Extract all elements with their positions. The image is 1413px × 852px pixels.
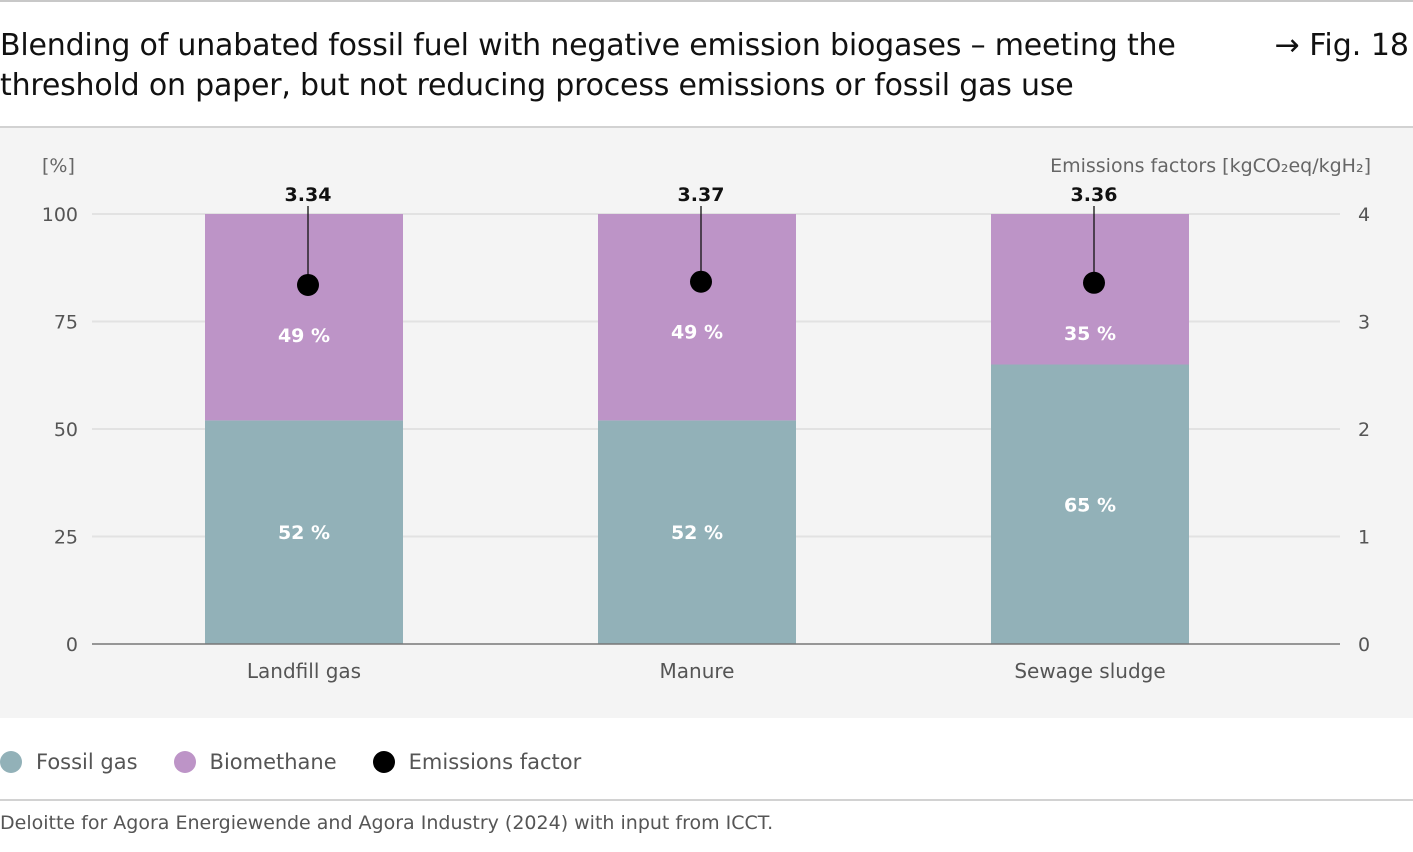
data-label-biomethane: 49 % (671, 322, 723, 344)
emission-factor-point (690, 270, 712, 293)
top-rule (0, 0, 1413, 2)
legend-item-biomethane: Biomethane (173, 750, 337, 774)
y2-tick-label: 3 (1358, 312, 1370, 334)
emission-factor-point (1083, 271, 1105, 294)
y2-tick-label: 4 (1358, 204, 1370, 226)
footer-rule (0, 799, 1413, 801)
title-rule (0, 126, 1413, 128)
stacked-bar-chart: 0 25 50 75 100 0 1 2 3 4 [%] Emissions factors [kgC… (42, 155, 1371, 683)
bar-biomethane (205, 214, 403, 421)
x-tick-label: Manure (660, 659, 735, 683)
legend-item-emissions-factor: Emissions factor (372, 750, 582, 774)
y2-tick-label: 0 (1358, 634, 1370, 656)
data-label-fossil-gas: 52 % (278, 522, 330, 544)
y2-tick-label: 1 (1358, 527, 1370, 549)
data-label-biomethane: 49 % (278, 325, 330, 347)
legend-label-emissions-factor: Emissions factor (408, 750, 582, 774)
x-tick-label: Landfill gas (247, 659, 361, 683)
data-label-biomethane: 35 % (1064, 323, 1116, 345)
y2-axis-label: Emissions factors [kgCO₂eq/kgH₂] (1050, 155, 1371, 177)
legend-swatch-biomethane (173, 751, 196, 773)
y-tick-label: 25 (54, 527, 78, 549)
legend-swatch-emissions-factor (372, 751, 395, 773)
y-tick-label: 0 (66, 634, 78, 656)
emission-factor-point (297, 273, 319, 296)
bar-fossil-gas (598, 420, 796, 644)
legend-label-biomethane: Biomethane (209, 750, 337, 774)
chart-title: Blending of unabated fossil fuel with ne… (0, 28, 1176, 103)
figure-reference: → Fig. 18 (1274, 28, 1409, 63)
y-axis-label: [%] (42, 155, 75, 177)
y-tick-label: 75 (54, 312, 78, 334)
legend: Fossil gas Biomethane Emissions factor (0, 744, 617, 780)
x-tick-label: Sewage sludge (1014, 659, 1165, 683)
data-label-fossil-gas: 65 % (1064, 494, 1116, 516)
bar-fossil-gas (205, 420, 403, 644)
y-tick-label: 100 (42, 204, 78, 226)
legend-item-fossil-gas: Fossil gas (0, 750, 138, 774)
y2-tick-label: 2 (1358, 419, 1370, 441)
data-label-emission-factor: 3.34 (285, 184, 332, 206)
bar-fossil-gas (991, 364, 1189, 644)
source-note: Deloitte for Agora Energiewende and Agor… (0, 812, 774, 834)
y-tick-label: 50 (54, 419, 78, 441)
legend-swatch-fossil-gas (0, 751, 22, 773)
bar-biomethane (598, 214, 796, 421)
legend-label-fossil-gas: Fossil gas (36, 750, 138, 774)
data-label-fossil-gas: 52 % (671, 522, 723, 544)
data-label-emission-factor: 3.36 (1071, 184, 1118, 206)
data-label-emission-factor: 3.37 (678, 184, 725, 206)
